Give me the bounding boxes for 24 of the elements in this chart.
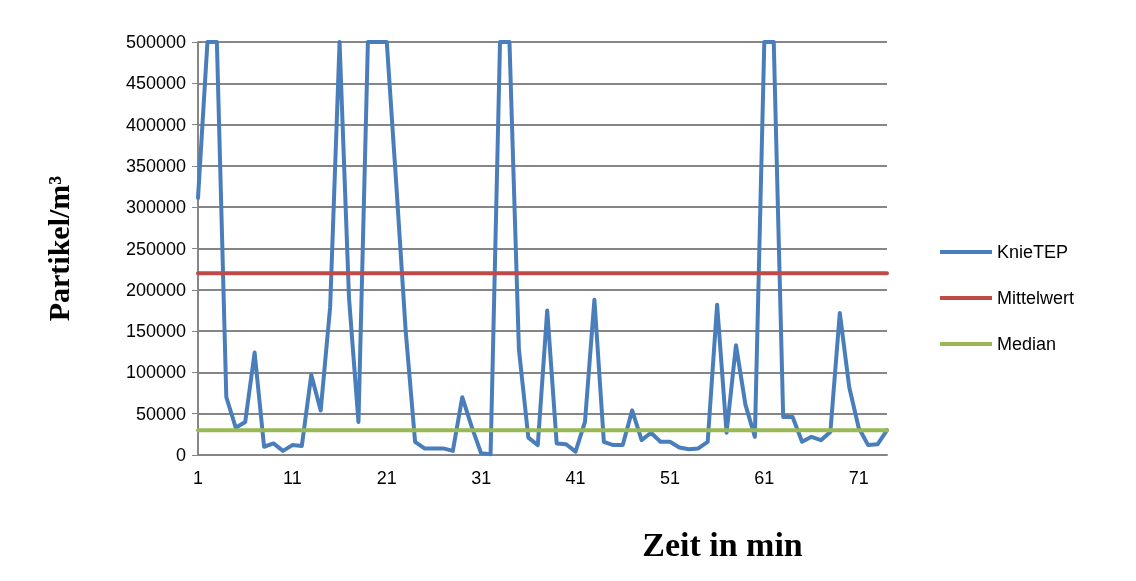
x-tick-label: 11 [283,468,302,488]
x-tick-label: 1 [192,468,204,488]
y-tick-label: 500000 [125,32,186,52]
y-tick-label: 300000 [125,197,186,218]
x-tick-label: 31 [471,468,492,488]
y-axis-title: Partikel/m³ [41,175,75,322]
y-tick-label: 350000 [125,155,186,176]
legend-label: Median [997,334,1057,354]
x-tick-label: 61 [754,468,775,488]
x-tick-label: 51 [659,468,680,488]
x-axis-title: Zeit in min [642,525,803,563]
legend-label: Mittelwert [997,288,1075,308]
y-tick-label: 250000 [125,238,186,259]
y-tick-label: 450000 [125,73,186,94]
x-tick-label: 41 [565,468,586,488]
y-tick-label: 0 [175,445,186,465]
legend-label: KnieTEP [997,242,1069,262]
y-tick-label: 400000 [125,114,186,135]
x-tick-label: 21 [376,468,397,488]
x-tick-label: 71 [848,468,869,488]
y-tick-label: 150000 [125,321,186,342]
y-tick-label: 200000 [125,279,186,300]
y-tick-label: 100000 [125,362,186,383]
y-tick-label: 50000 [135,403,186,424]
